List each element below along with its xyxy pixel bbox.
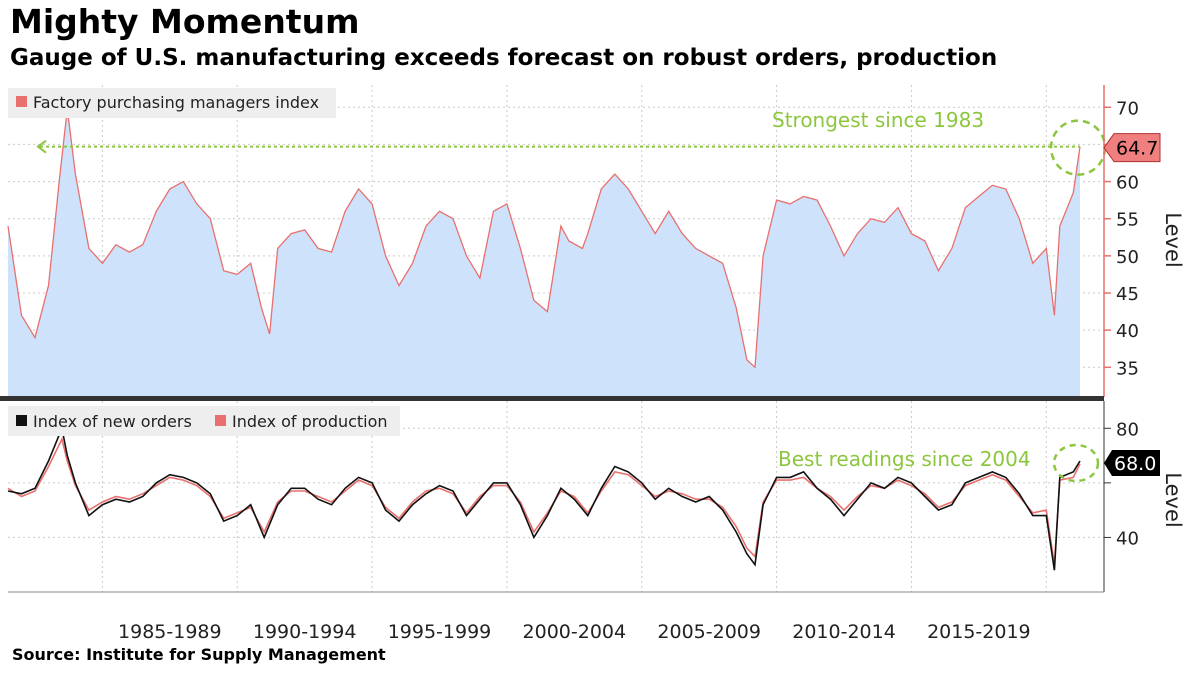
x-tick-label: 1985-1989	[118, 621, 222, 643]
x-tick-label: 2005-2009	[657, 621, 761, 643]
pmi-area-fill	[8, 108, 1080, 398]
x-tick-label: 2015-2019	[927, 621, 1031, 643]
pmi-last-value-callout	[1103, 133, 1161, 163]
pmi-reference-arrow-icon	[36, 139, 47, 154]
pmi-panel: Factory purchasing managers index Strong…	[7, 85, 1185, 398]
production-legend-label: Index of production	[232, 412, 388, 431]
pmi-y-tick-label: 50	[1116, 247, 1139, 268]
new-orders-legend-swatch	[16, 415, 27, 426]
orders-production-panel: Index of new orders Index of production …	[7, 401, 1185, 592]
pmi-y-tick-label: 35	[1116, 358, 1139, 379]
orders-horizontal-grid	[8, 427, 1104, 538]
pmi-y-tick-label: 45	[1116, 284, 1139, 305]
pmi-y-axis-label: Level	[1161, 212, 1185, 267]
orders-y-tick-label: 40	[1116, 528, 1139, 549]
chart-subtitle: Gauge of U.S. manufacturing exceeds fore…	[10, 45, 998, 71]
orders-last-value-callout	[1104, 450, 1160, 477]
panel-separator	[0, 396, 1104, 401]
orders-annotation: Best readings since 2004	[778, 447, 1031, 471]
source-note: Source: Institute for Supply Management	[12, 645, 386, 664]
pmi-annotation: Strongest since 1983	[772, 108, 984, 132]
new-orders-line	[7, 425, 1081, 571]
orders-highlight-circle	[1052, 443, 1100, 483]
x-tick-label: 2010-2014	[792, 621, 896, 643]
new-orders-legend-label: Index of new orders	[33, 412, 192, 431]
orders-y-ticks: 40 80	[1104, 419, 1139, 549]
pmi-last-value-label: 64.7	[1116, 138, 1158, 160]
x-tick-label: 1995-1999	[388, 621, 492, 643]
pmi-legend-swatch	[16, 96, 27, 107]
pmi-legend	[8, 88, 336, 118]
orders-legend	[8, 406, 400, 436]
pmi-legend-label: Factory purchasing managers index	[33, 93, 319, 112]
pmi-y-tick-label: 40	[1116, 321, 1139, 342]
chart-title: Mighty Momentum	[10, 2, 360, 41]
x-tick-label: 2000-2004	[523, 621, 627, 643]
x-axis-ticks: 1985-1989 1990-1994 1995-1999 2000-2004 2005…	[118, 621, 1031, 643]
x-tick-label: 1990-1994	[253, 621, 357, 643]
orders-last-value-label: 68.0	[1114, 453, 1156, 475]
pmi-line	[7, 108, 1081, 369]
production-legend-swatch	[215, 415, 226, 426]
orders-y-axis-label: Level	[1161, 472, 1185, 527]
pmi-y-tick-label: 55	[1116, 210, 1139, 231]
pmi-y-ticks: 35 40 45 50 55 60 70	[1104, 98, 1139, 379]
pmi-y-tick-label: 70	[1116, 98, 1139, 119]
pmi-y-tick-label: 60	[1116, 173, 1139, 194]
orders-y-tick-label: 80	[1116, 419, 1139, 440]
